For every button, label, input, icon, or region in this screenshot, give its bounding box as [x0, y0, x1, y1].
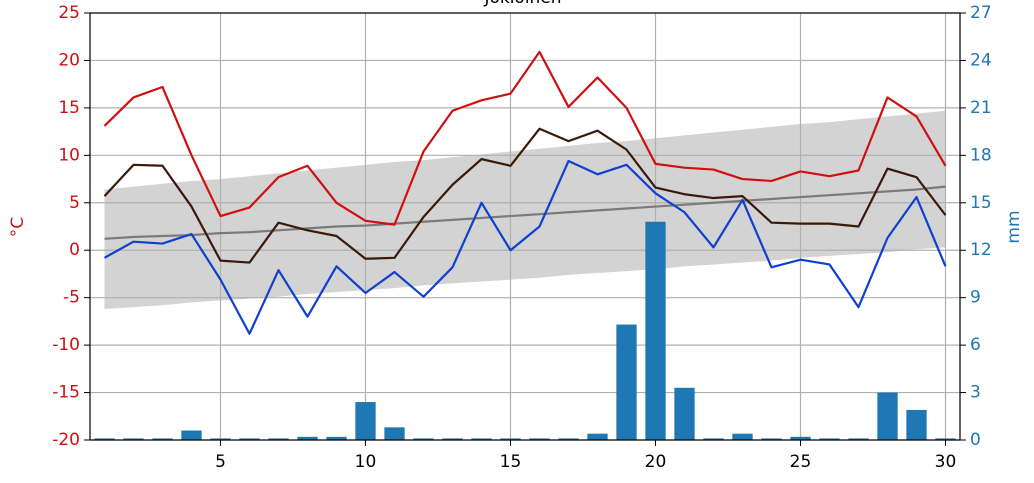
y2-tick-label: 18 — [970, 145, 992, 165]
y-tick-label: 5 — [69, 193, 80, 213]
y2-tick-label: 9 — [970, 288, 981, 308]
bar — [587, 433, 608, 440]
bar — [355, 402, 376, 440]
y-tick-label: 0 — [69, 240, 80, 260]
bar — [239, 438, 260, 440]
bar — [616, 324, 637, 440]
x-tick-label: 30 — [935, 452, 957, 472]
y2-axis-label: mm — [1004, 210, 1024, 243]
bar — [297, 436, 318, 440]
bar — [558, 438, 579, 440]
bar — [471, 438, 492, 440]
y-tick-label: -5 — [63, 288, 80, 308]
y-tick-label: -10 — [52, 335, 80, 355]
y-tick-label: 20 — [58, 50, 80, 70]
chart-title: Jokioinen — [483, 0, 561, 8]
line — [103, 159, 947, 335]
line — [103, 50, 947, 226]
bar — [703, 438, 724, 440]
bar — [761, 438, 782, 440]
plot-frame — [89, 12, 961, 441]
bar — [790, 436, 811, 440]
y-tick-label: 25 — [58, 3, 80, 23]
bar — [877, 392, 898, 440]
y2-tick-label: 24 — [970, 50, 992, 70]
bar — [906, 409, 927, 440]
bar — [94, 438, 115, 440]
y-tick-label: -15 — [52, 383, 80, 403]
y2-tick-label: 15 — [970, 193, 992, 213]
bar — [442, 438, 463, 440]
line — [104, 185, 946, 240]
x-tick-label: 15 — [500, 452, 522, 472]
y-tick-label: -20 — [52, 430, 80, 450]
bar — [384, 427, 405, 440]
y2-tick-label: 6 — [970, 335, 981, 355]
bar — [268, 438, 289, 440]
normal-range-band — [104, 110, 946, 310]
bar — [529, 438, 550, 440]
x-tick-label: 5 — [215, 452, 226, 472]
bar — [819, 438, 840, 440]
bar — [732, 433, 753, 440]
y-tick-label: 10 — [58, 145, 80, 165]
y2-tick-label: 3 — [970, 383, 981, 403]
y-axis-label: °C — [8, 217, 28, 237]
bar — [848, 438, 869, 440]
y2-tick-label: 0 — [970, 430, 981, 450]
y-tick-label: 15 — [58, 98, 80, 118]
bar — [152, 438, 173, 440]
bar — [181, 430, 202, 440]
bar — [413, 438, 434, 440]
line — [103, 127, 947, 264]
bar — [500, 438, 521, 440]
x-tick-label: 25 — [790, 452, 812, 472]
y2-tick-label: 27 — [970, 3, 992, 23]
y2-tick-label: 12 — [970, 240, 992, 260]
x-tick-label: 10 — [355, 452, 377, 472]
bar — [645, 221, 666, 440]
y2-tick-label: 21 — [970, 98, 992, 118]
bar — [935, 438, 956, 440]
bar — [326, 436, 347, 440]
bar — [674, 387, 695, 440]
bar — [123, 438, 144, 440]
x-tick-label: 20 — [645, 452, 667, 472]
bar — [210, 438, 231, 440]
